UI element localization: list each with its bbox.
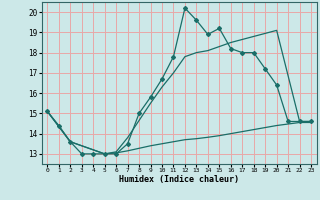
X-axis label: Humidex (Indice chaleur): Humidex (Indice chaleur)	[119, 175, 239, 184]
